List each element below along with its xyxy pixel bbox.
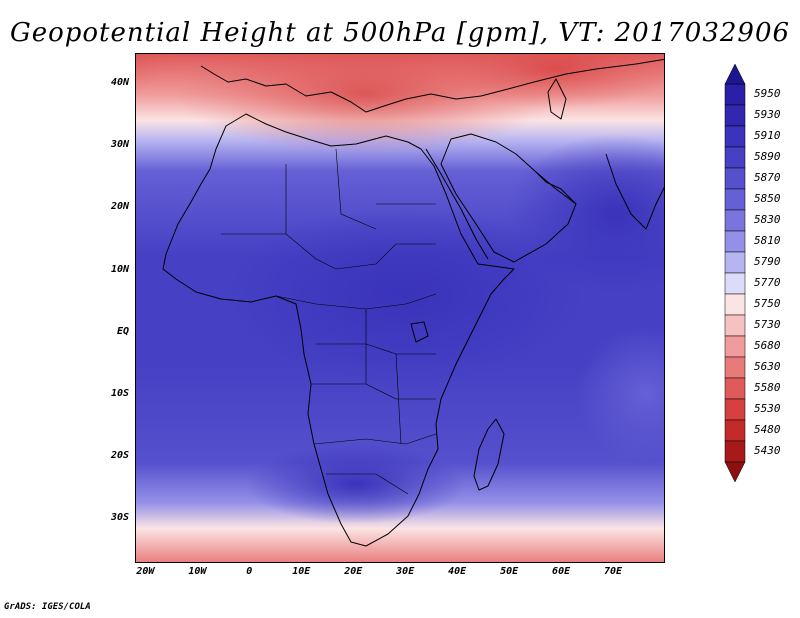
- persian-gulf: [535, 171, 577, 205]
- colorbar-swatch: [724, 146, 746, 169]
- lon-tick-label: 50E: [500, 566, 519, 577]
- africa-coastline: [162, 113, 515, 547]
- colorbar-max-arrow: [724, 63, 746, 85]
- lon-tick-label: 30E: [396, 566, 415, 577]
- lat-tick-label: 40N: [110, 77, 129, 89]
- colorbar-level-label: 5790: [754, 255, 781, 268]
- colorbar-level-label: 5480: [754, 423, 781, 436]
- lat-tick-label: 10N: [110, 263, 129, 275]
- lat-tick-label: EQ: [116, 325, 129, 337]
- colorbar-level-label: 5430: [754, 444, 781, 457]
- colorbar-level-label: 5830: [754, 213, 781, 226]
- colorbar-swatch: [724, 209, 746, 232]
- colorbar-level-label: 5850: [754, 192, 781, 205]
- india-coast: [605, 153, 664, 230]
- colorbar-level-label: 5770: [754, 276, 781, 289]
- colorbar-swatch: [724, 83, 746, 106]
- lat-tick-label: 10S: [110, 388, 129, 400]
- colorbar-level-label: 5930: [754, 108, 781, 121]
- colorbar-swatch: [724, 293, 746, 316]
- madagascar: [473, 418, 505, 491]
- lat-tick-label: 20S: [110, 450, 129, 462]
- colorbar-level-label: 5580: [754, 381, 781, 394]
- colorbar-level-label: 5910: [754, 129, 781, 142]
- colorbar-swatch: [724, 188, 746, 211]
- colorbar-swatch: [724, 167, 746, 190]
- colorbar-swatch: [724, 398, 746, 421]
- red-sea-coast: [425, 148, 489, 260]
- colorbar-level-label: 5890: [754, 150, 781, 163]
- colorbar-level-label: 5810: [754, 234, 781, 247]
- chart-title: Geopotential Height at 500hPa [gpm], VT:…: [9, 18, 791, 48]
- colorbar-swatch: [724, 377, 746, 400]
- map-panel: [135, 53, 665, 563]
- caspian-sea: [547, 78, 567, 120]
- lon-tick-label: 40E: [448, 566, 467, 577]
- lon-tick-label: 20E: [344, 566, 363, 577]
- lon-tick-label: 70E: [604, 566, 623, 577]
- colorbar-swatch: [724, 125, 746, 148]
- lat-tick-label: 30N: [110, 139, 129, 151]
- northwest-low: [136, 54, 196, 114]
- colorbar-swatch: [724, 314, 746, 337]
- colorbar-swatch: [724, 440, 746, 463]
- europe-coast: [200, 58, 664, 113]
- lake-victoria: [410, 321, 429, 343]
- colorbar-swatch: [724, 272, 746, 295]
- colorbar-level-label: 5630: [754, 360, 781, 373]
- colorbar-swatch: [724, 104, 746, 127]
- indian-ocean-field: [576, 324, 664, 464]
- country-borders: [221, 148, 437, 495]
- lat-tick-label: 20N: [110, 201, 129, 213]
- coastlines: [162, 58, 664, 547]
- lon-tick-label: 10E: [292, 566, 311, 577]
- colorbar-level-label: 5950: [754, 87, 781, 100]
- colorbar-swatch: [724, 335, 746, 358]
- lon-tick-label: 0: [246, 566, 253, 577]
- colorbar-min-arrow: [724, 461, 746, 483]
- colorbar-level-label: 5730: [754, 318, 781, 331]
- lat-tick-label: 30S: [110, 512, 129, 524]
- colorbar: [724, 63, 746, 483]
- footer-credit: GrADS: IGES/COLA: [4, 602, 91, 612]
- geopotential-map: [136, 54, 664, 562]
- lon-tick-label: 20W: [136, 566, 155, 577]
- colorbar-level-label: 5680: [754, 339, 781, 352]
- colorbar-level-label: 5530: [754, 402, 781, 415]
- central-africa-high: [226, 204, 586, 384]
- lon-tick-label: 60E: [552, 566, 571, 577]
- colorbar-swatch: [724, 251, 746, 274]
- colorbar-swatch: [724, 230, 746, 253]
- colorbar-swatch: [724, 356, 746, 379]
- colorbar-level-label: 5750: [754, 297, 781, 310]
- lon-tick-label: 10W: [188, 566, 207, 577]
- southern-africa-high: [246, 444, 466, 524]
- colorbar-swatch: [724, 419, 746, 442]
- colorbar-level-label: 5870: [754, 171, 781, 184]
